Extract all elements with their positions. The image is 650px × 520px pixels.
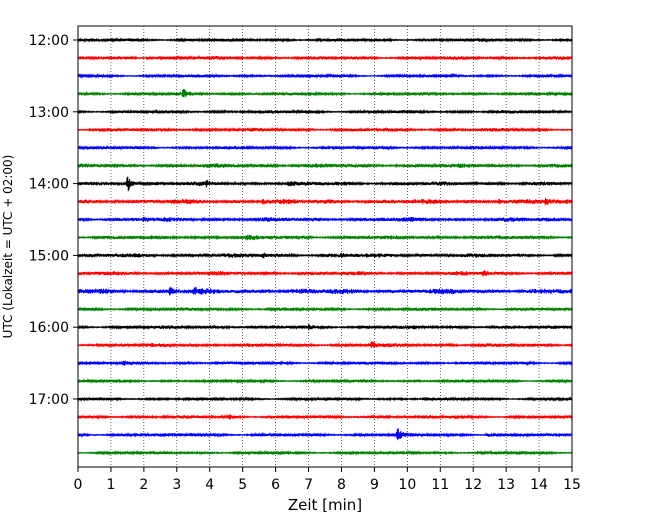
x-tick-label: 15 — [563, 477, 581, 493]
trace-1445 — [77, 234, 573, 241]
trace-1545 — [77, 306, 573, 313]
x-tick-label: 7 — [304, 477, 313, 493]
x-tick-label: 9 — [370, 477, 379, 493]
x-tick-label: 2 — [139, 477, 148, 493]
x-tick-label: 5 — [238, 477, 247, 493]
trace-1400 — [77, 176, 573, 192]
y-tick-label: 13:00 — [29, 105, 69, 121]
trace-1415 — [77, 197, 573, 206]
trace-1500 — [77, 252, 573, 259]
x-tick-label: 6 — [271, 477, 280, 493]
trace-1600 — [77, 324, 573, 331]
x-axis: 0 1 2 3 4 5 6 7 8 9 10 11 12 13 14 15 — [74, 467, 581, 493]
trace-1300 — [77, 108, 573, 115]
x-axis-label: Zeit [min] — [288, 496, 362, 514]
y-tick-label: 17:00 — [29, 392, 69, 408]
x-tick-label: 13 — [497, 477, 515, 493]
plot-frame — [77, 25, 573, 468]
trace-1745 — [77, 449, 573, 456]
x-tick-label: 12 — [464, 477, 482, 493]
x-tick-label: 4 — [205, 477, 214, 493]
y-axis-label: UTC (Lokalzeit = UTC + 02:00) — [1, 155, 15, 339]
trace-1200 — [77, 37, 573, 43]
trace-1330 — [77, 144, 573, 151]
x-tick-label: 10 — [398, 477, 416, 493]
trace-1530 — [77, 286, 573, 296]
x-tick-label: 14 — [530, 477, 548, 493]
trace-1345 — [77, 162, 573, 169]
trace-1700 — [77, 396, 573, 402]
trace-1315 — [77, 126, 573, 133]
trace-1245 — [77, 89, 573, 98]
x-tick-label: 11 — [431, 477, 449, 493]
trace-1730 — [77, 428, 573, 441]
trace-1715 — [77, 414, 573, 420]
trace-1215 — [77, 54, 573, 61]
trace-1630 — [77, 360, 573, 367]
x-tick-label: 3 — [172, 477, 181, 493]
y-tick-label: 16:00 — [29, 320, 69, 336]
trace-1615 — [77, 341, 573, 349]
trace-1430 — [77, 216, 573, 223]
y-tick-label: 15:00 — [29, 248, 69, 264]
trace-group — [77, 37, 573, 456]
y-tick-label: 12:00 — [29, 33, 69, 49]
trace-1230 — [77, 72, 573, 79]
x-tick-label: 8 — [337, 477, 346, 493]
y-axis: 12:00 13:00 14:00 15:00 16:00 17:00 — [29, 33, 78, 408]
trace-1515 — [77, 270, 573, 277]
x-tick-label: 0 — [74, 477, 83, 493]
x-tick-label: 1 — [106, 477, 115, 493]
y-tick-label: 14:00 — [29, 177, 69, 193]
trace-1645 — [77, 378, 573, 384]
